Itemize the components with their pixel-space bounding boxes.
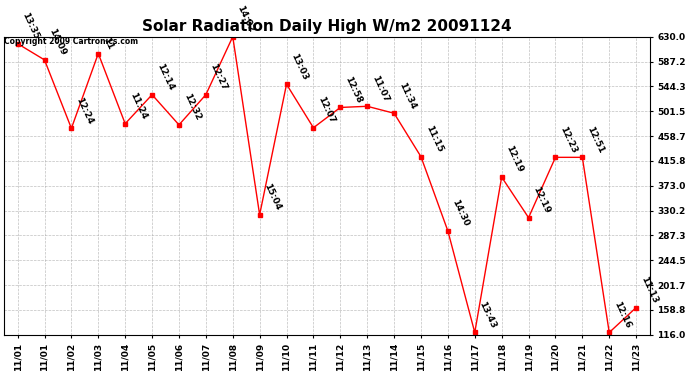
Title: Solar Radiation Daily High W/m2 20091124: Solar Radiation Daily High W/m2 20091124	[142, 19, 512, 34]
Text: 11:13: 11:13	[639, 275, 659, 305]
Text: 12:58: 12:58	[343, 75, 364, 105]
Text: 14:30: 14:30	[451, 198, 471, 228]
Text: 12:19: 12:19	[504, 144, 525, 174]
Text: Copyright 2009 Cartronics.com: Copyright 2009 Cartronics.com	[4, 37, 138, 46]
Text: 11:07: 11:07	[370, 74, 391, 104]
Text: 12:32: 12:32	[181, 92, 202, 122]
Text: 13:43: 13:43	[477, 300, 498, 330]
Text: 12:16: 12:16	[612, 300, 632, 330]
Text: 12:24: 12:24	[74, 96, 95, 126]
Text: 11:24: 11:24	[128, 91, 148, 121]
Text: 12:07: 12:07	[316, 95, 337, 125]
Text: 12:51: 12:51	[585, 125, 605, 154]
Text: 15:04: 15:04	[262, 182, 283, 212]
Text: 11: 11	[101, 36, 115, 51]
Text: 14:09: 14:09	[48, 27, 68, 57]
Text: 11:15: 11:15	[424, 124, 444, 154]
Text: 12:19: 12:19	[531, 185, 551, 215]
Text: 11:34: 11:34	[397, 81, 417, 111]
Text: 13:03: 13:03	[289, 52, 310, 81]
Text: 12:23: 12:23	[558, 125, 578, 154]
Text: 13:35: 13:35	[21, 11, 41, 41]
Text: 12:14: 12:14	[155, 62, 175, 92]
Text: 14:02: 14:02	[235, 4, 256, 34]
Text: 12:27: 12:27	[208, 62, 229, 92]
